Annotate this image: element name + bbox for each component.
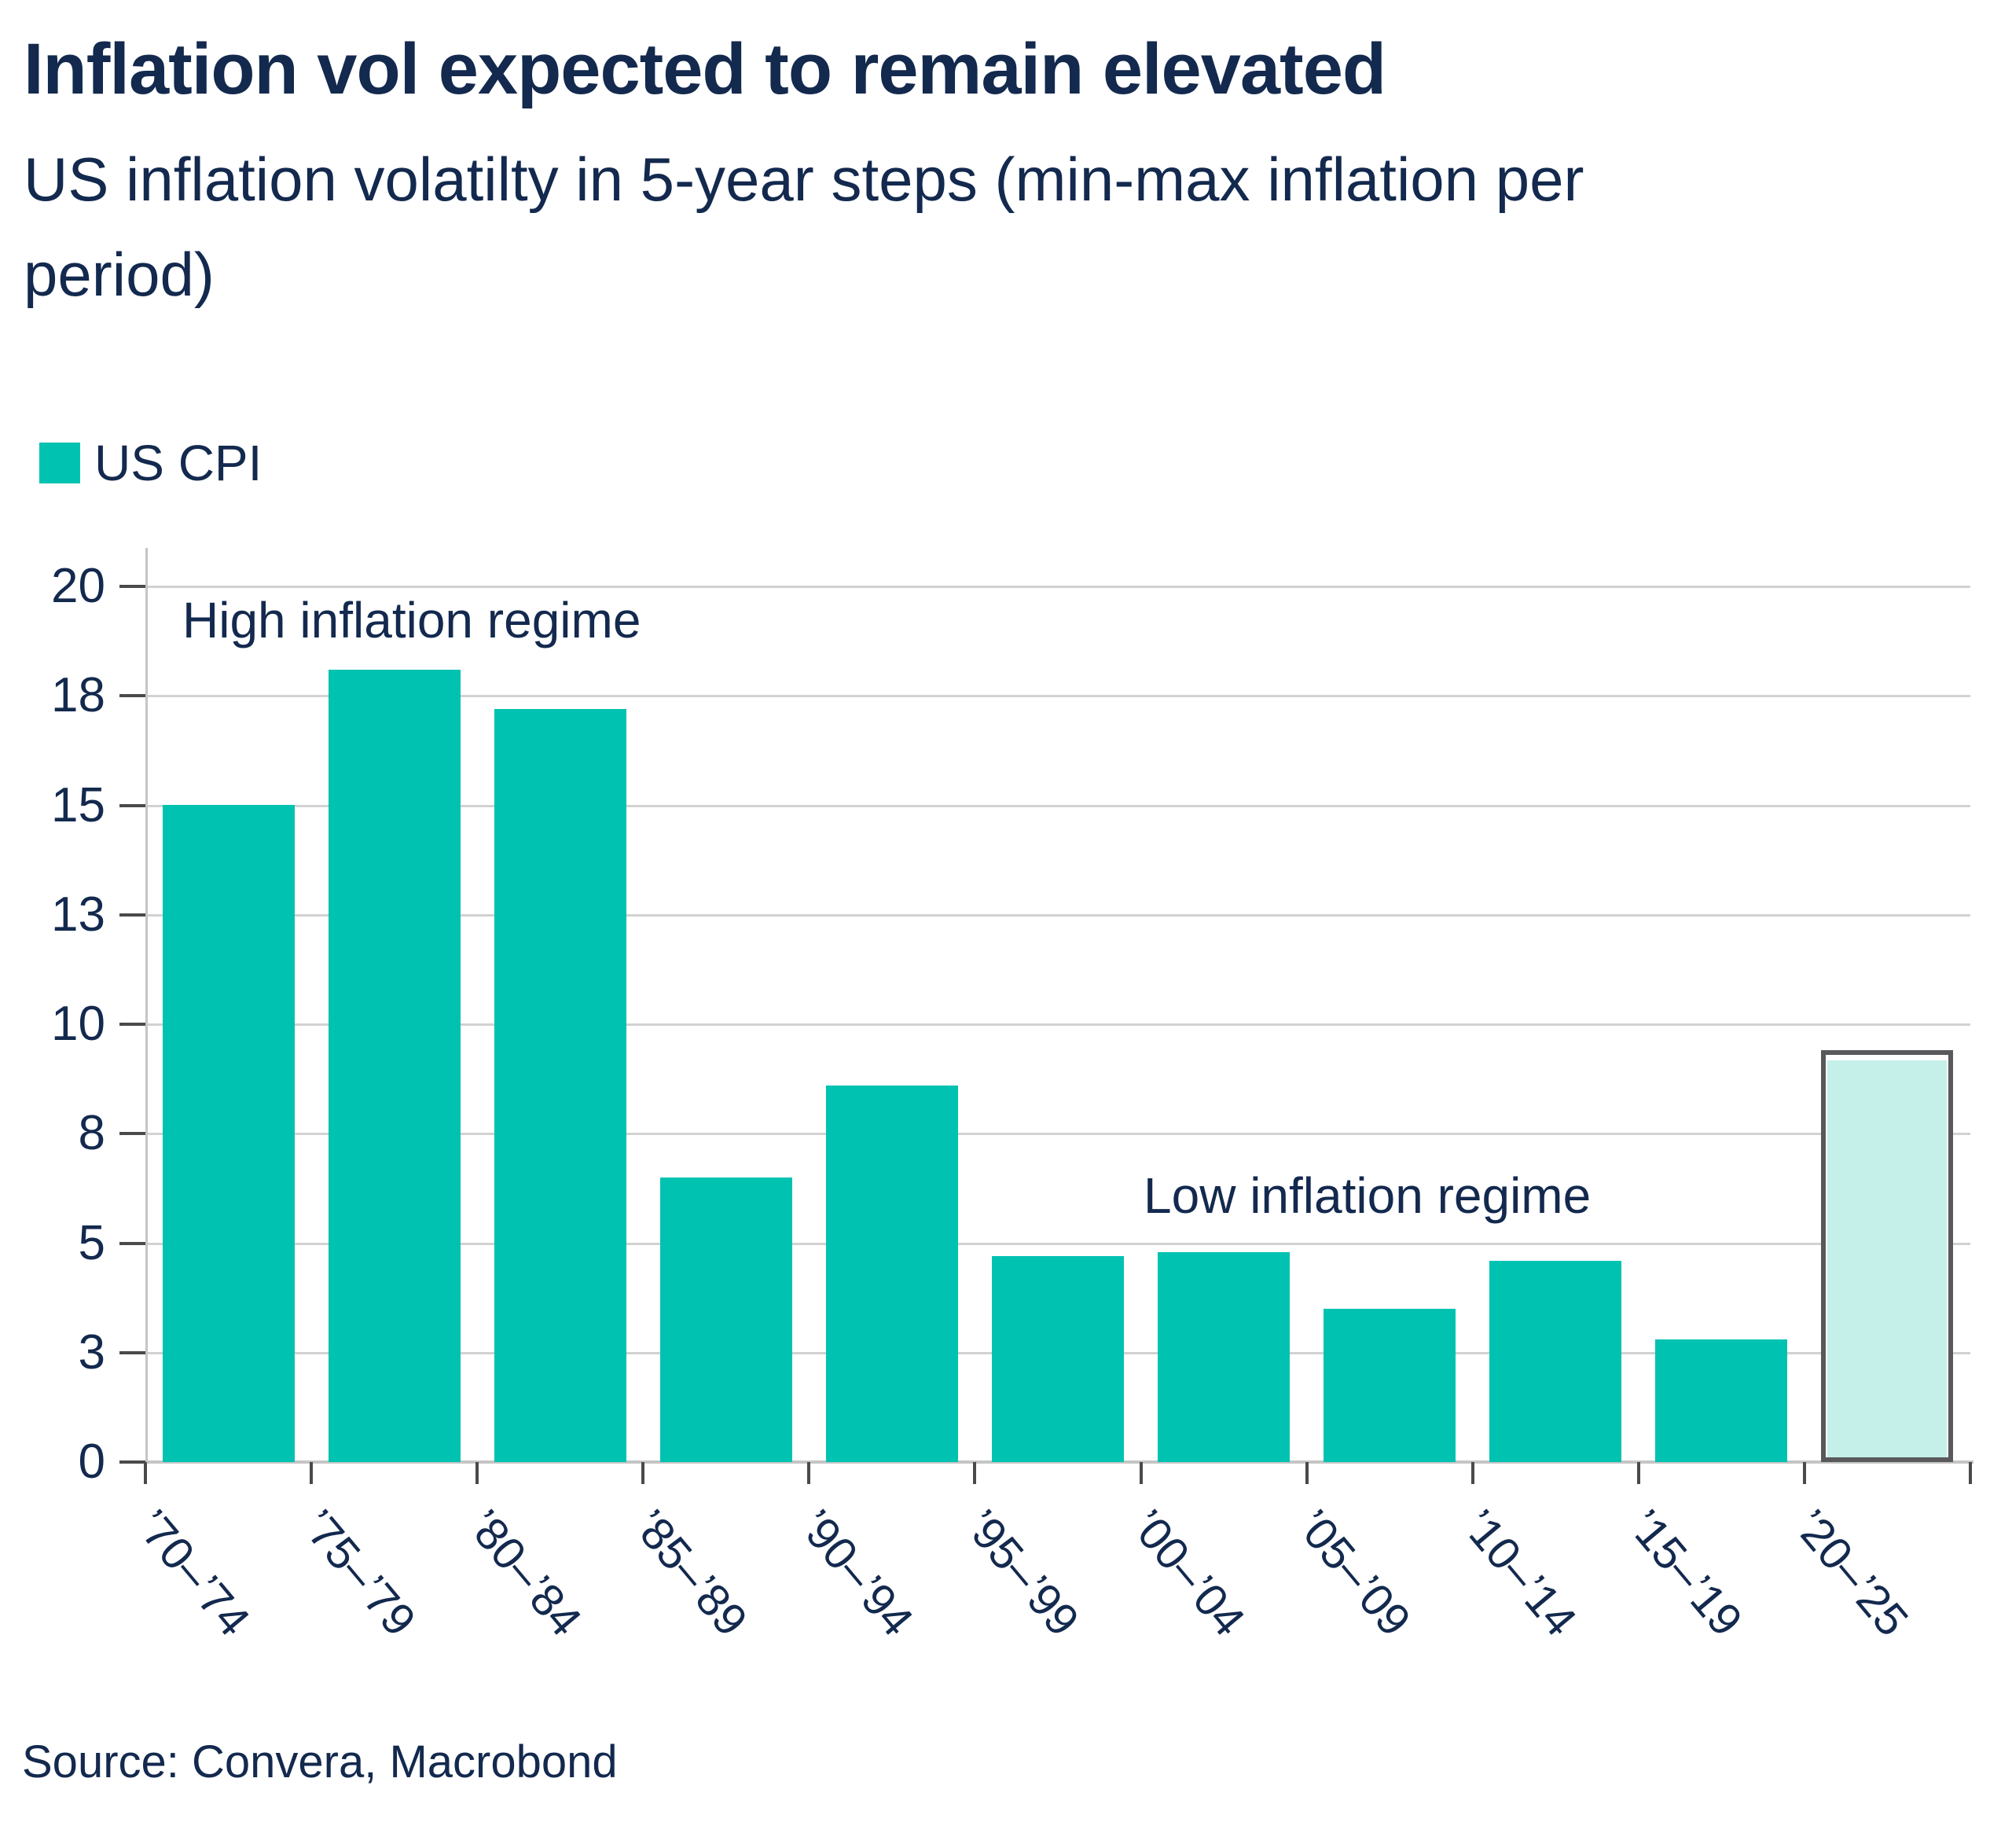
- x-axis-tick: [1636, 1462, 1640, 1484]
- y-axis-line: [145, 548, 148, 1462]
- gridline: [145, 1023, 1970, 1026]
- x-tick-label: ’95–’99: [955, 1500, 1089, 1646]
- bar: [494, 709, 626, 1462]
- y-tick-label: 10: [51, 997, 105, 1051]
- gridline: [145, 804, 1970, 807]
- y-axis-tick: [119, 1023, 146, 1026]
- bar: [329, 670, 461, 1462]
- x-axis-tick: [144, 1462, 147, 1484]
- x-tick-label: ’70–’74: [125, 1500, 260, 1646]
- x-axis-tick: [807, 1462, 811, 1484]
- y-tick-label: 20: [51, 559, 105, 613]
- y-tick-label: 13: [51, 887, 105, 942]
- bar: [1324, 1309, 1456, 1462]
- y-tick-label: 15: [51, 777, 105, 832]
- bar: [163, 805, 295, 1462]
- chart-subtitle: US inflation volatilty in 5-year steps (…: [24, 145, 1584, 309]
- x-axis-tick: [1139, 1462, 1143, 1484]
- x-tick-label: ’05–’09: [1287, 1500, 1421, 1646]
- y-axis-tick: [119, 913, 146, 917]
- x-tick-label: ’15–’19: [1618, 1500, 1753, 1646]
- y-tick-label: 18: [51, 668, 105, 723]
- y-axis-tick: [119, 1132, 146, 1136]
- bar: [1158, 1252, 1290, 1462]
- chart-title: Inflation vol expected to remain elevate…: [24, 29, 1386, 109]
- y-axis-tick: [119, 1241, 146, 1245]
- x-tick-label: ’10–’14: [1452, 1500, 1587, 1646]
- gridline: [145, 1242, 1970, 1245]
- x-axis-tick: [641, 1462, 645, 1484]
- bar: [660, 1178, 792, 1462]
- y-tick-label: 0: [78, 1435, 105, 1489]
- x-axis-tick: [973, 1462, 977, 1484]
- source-note: Source: Convera, Macrobond: [22, 1736, 618, 1787]
- gridline: [145, 586, 1970, 588]
- x-tick-label: ’85–’89: [623, 1500, 758, 1646]
- legend: US CPI: [39, 434, 262, 492]
- bar: [826, 1086, 958, 1462]
- y-tick-label: 8: [78, 1106, 105, 1161]
- x-tick-label: ’80–’84: [457, 1500, 592, 1646]
- y-tick-label: 3: [78, 1324, 105, 1380]
- bar: [1655, 1339, 1787, 1462]
- y-axis-tick: [119, 694, 146, 698]
- gridline: [145, 913, 1970, 917]
- gridline: [145, 1133, 1970, 1136]
- x-tick-label: ’90–’94: [789, 1500, 923, 1646]
- bar: [992, 1256, 1124, 1462]
- y-axis-tick: [119, 803, 146, 807]
- x-tick-label: ’75–’79: [292, 1500, 426, 1646]
- legend-label: US CPI: [94, 435, 263, 491]
- x-axis-tick: [475, 1462, 479, 1484]
- gridline: [145, 695, 1970, 698]
- x-axis-tick: [1470, 1462, 1474, 1484]
- x-axis-tick: [1969, 1462, 1972, 1484]
- y-axis-tick: [119, 1350, 146, 1354]
- x-axis-line: [145, 1460, 1973, 1464]
- x-axis-tick: [1802, 1462, 1806, 1484]
- legend-swatch-icon: [39, 443, 80, 483]
- annotation-low-inflation-regime: Low inflation regime: [1144, 1167, 1592, 1224]
- y-axis-tick: [119, 1460, 146, 1464]
- x-axis-tick: [310, 1462, 314, 1484]
- x-axis-tick: [1305, 1462, 1309, 1484]
- bar: [1489, 1261, 1621, 1462]
- x-tick-label: ’00–’04: [1121, 1500, 1255, 1646]
- annotation-high-inflation-regime: High inflation regime: [182, 592, 641, 648]
- forecast-bar-fill: [1827, 1060, 1947, 1457]
- y-tick-label: 5: [78, 1215, 105, 1270]
- x-tick-label: ’20–’25: [1784, 1500, 1918, 1646]
- forecast-bar: [1821, 1050, 1953, 1462]
- y-axis-tick: [119, 585, 146, 588]
